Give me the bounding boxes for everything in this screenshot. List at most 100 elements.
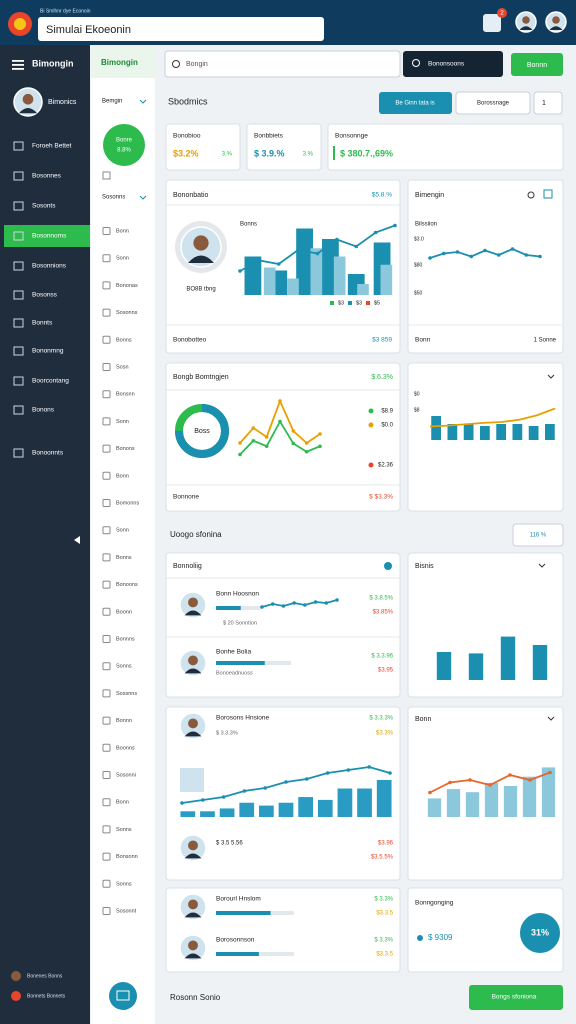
legend-value: $2.36 (378, 463, 394, 469)
subnav-item[interactable]: Bonns (116, 337, 132, 343)
item-icon (102, 852, 111, 861)
bar (259, 805, 274, 817)
point (270, 602, 275, 606)
item-icon (102, 662, 111, 671)
menu-item[interactable]: Foroeh Bettet (32, 143, 72, 150)
row-value: $3.5.5% (371, 855, 394, 861)
subnav-select[interactable]: Bemgin (102, 99, 122, 105)
axis-label: $0 (414, 391, 420, 397)
row-sub: Bonoeadnuoss (216, 670, 253, 676)
menu-item[interactable]: Bosonnions (32, 263, 67, 270)
subnav-item[interactable]: Sonn (116, 256, 129, 262)
subnav-item[interactable]: Sossnns (116, 691, 137, 697)
avatar-body (188, 255, 214, 263)
notify-icon[interactable] (483, 14, 501, 32)
point (335, 598, 339, 602)
avatar-body (184, 912, 202, 918)
section-button[interactable] (512, 523, 564, 547)
point (468, 778, 472, 782)
row-value: $3.96 (378, 841, 394, 847)
point (524, 253, 529, 257)
tab-button[interactable] (455, 91, 531, 115)
chart-sub: Bilssiion (415, 222, 437, 228)
subnav-item[interactable]: Sonns (116, 827, 132, 833)
item-icon (102, 499, 111, 507)
section-title: Uoogo sfonina (170, 530, 222, 539)
select-button[interactable] (533, 91, 563, 115)
subnav-item[interactable]: Bonn (116, 228, 129, 234)
thumbnail (180, 768, 204, 792)
subnav-item[interactable]: Boonns (116, 745, 135, 751)
bar (333, 256, 346, 295)
subnav-item[interactable]: Sonns (116, 881, 132, 887)
search-box[interactable] (164, 50, 401, 78)
icon (384, 562, 392, 570)
legend-label: $3 (338, 300, 344, 306)
menu-item[interactable]: Sosonts (32, 203, 56, 210)
subnav-item[interactable]: Bononas (116, 283, 138, 289)
item-icon (102, 907, 111, 915)
subnav-item[interactable]: Bonnns (116, 636, 135, 642)
subnav-item[interactable]: Sosn (116, 364, 129, 370)
point (428, 256, 432, 260)
menu-item[interactable]: Bononmng (32, 348, 64, 355)
subnav-item[interactable]: Bomonns (116, 500, 139, 506)
tab-button[interactable] (379, 92, 452, 114)
sidebar-title: Bimongin (32, 58, 74, 68)
point (257, 258, 262, 263)
menu-item-icon (13, 376, 24, 386)
chevron (547, 374, 555, 379)
menu-item[interactable]: Bosonnes (32, 173, 62, 180)
subnav-item[interactable]: Sosonni (116, 772, 136, 778)
action-button[interactable] (511, 53, 563, 76)
subnav-item[interactable]: Bonsnn (116, 392, 135, 398)
footer-button[interactable] (469, 985, 563, 1010)
item-icon (102, 417, 111, 426)
bar (376, 779, 392, 817)
bar (468, 653, 484, 680)
subnav-item[interactable]: Sosonnt (116, 908, 137, 914)
subnav-item[interactable]: Bonn (116, 800, 129, 806)
subnav-item[interactable]: Bonsonn (116, 854, 138, 860)
menu-item[interactable]: Bonoonnts (32, 450, 64, 457)
subnav-item[interactable]: Sonns (116, 664, 132, 670)
search-box-dark[interactable] (403, 51, 503, 77)
subnav-item[interactable]: Bonnn (116, 718, 132, 724)
menu-item[interactable]: Bosonss (32, 292, 58, 299)
avatar-head (188, 655, 198, 666)
menu-icon (12, 68, 24, 70)
subnav-item[interactable]: Bonoons (116, 582, 138, 588)
axis-label: $50 (414, 290, 423, 296)
bar (522, 776, 537, 817)
point (296, 248, 300, 252)
row-value: $ 3.8.5% (369, 596, 393, 602)
item-icon (102, 743, 111, 752)
point (508, 773, 512, 777)
menu-item[interactable]: Bosonnoms (32, 233, 67, 240)
subnav-item[interactable]: Bonns (116, 555, 132, 561)
subnav-item[interactable]: Bonons (116, 446, 135, 452)
subnav-item[interactable]: Sonn (116, 528, 129, 534)
bar (357, 284, 369, 295)
bar (296, 228, 313, 295)
menu-item[interactable]: Bonons (32, 407, 55, 414)
card (165, 706, 401, 881)
subnav-item[interactable]: Boonn (116, 609, 132, 615)
menu-icon (12, 64, 24, 66)
point (373, 230, 378, 235)
user-name: Bimonics (48, 99, 77, 106)
menu-item[interactable]: Bonnts (32, 320, 53, 327)
item-icon (102, 716, 111, 725)
score-value: 8.8% (117, 148, 131, 154)
subnav-item[interactable]: Sonn (116, 419, 129, 425)
point (469, 254, 474, 259)
avatar-body (184, 853, 202, 859)
subnav-item[interactable]: Sosonns (116, 310, 138, 316)
badge-count: 2 (500, 11, 504, 17)
menu-item[interactable]: Boorcontang (32, 378, 69, 385)
point (201, 798, 205, 802)
subnav-item[interactable]: Bonn (116, 473, 129, 479)
card-footer-value: $ $3.3% (369, 494, 393, 501)
collapse-icon (74, 536, 80, 544)
